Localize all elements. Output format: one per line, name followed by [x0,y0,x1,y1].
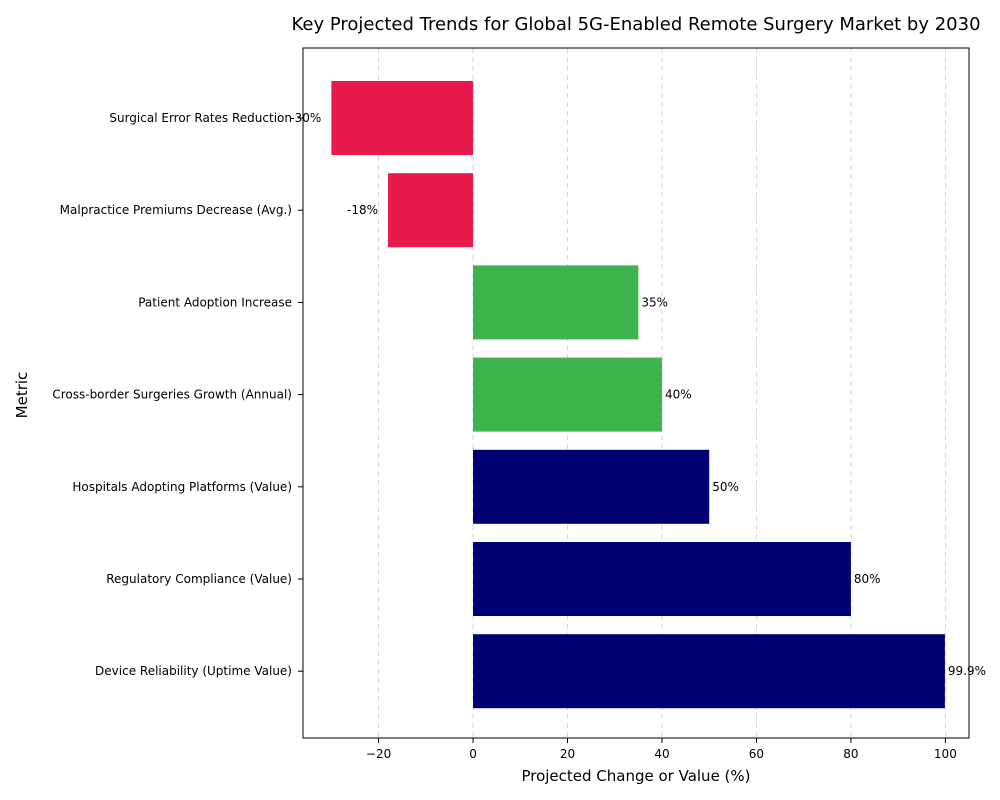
data-label: 99.9% [948,664,986,678]
data-label: -30% [290,111,321,125]
data-label: 50% [712,480,739,494]
bar [473,265,639,340]
bar [473,449,710,524]
y-tick-label: Malpractice Premiums Decrease (Avg.) [60,203,292,217]
y-tick-label: Cross-border Surgeries Growth (Annual) [52,388,292,402]
y-tick-label: Device Reliability (Uptime Value) [95,664,292,678]
y-tick-label: Surgical Error Rates Reduction [109,111,292,125]
data-label: -18% [347,203,378,217]
x-tick-label: −20 [366,747,391,761]
x-axis-ticks: −20 0 20 40 60 80 100 [366,738,957,761]
x-tick-label: 100 [934,747,957,761]
y-tick-label: Patient Adoption Increase [138,295,292,309]
bar [388,173,474,248]
bars [331,81,945,709]
bar [473,634,945,709]
bar [473,357,662,432]
x-axis-label: Projected Change or Value (%) [521,767,750,785]
data-label: 40% [665,388,692,402]
data-labels: -30% -18% 35% 40% 50% 80% 99.9% [290,111,986,678]
bar [331,81,474,155]
x-tick-label: 60 [749,747,764,761]
data-label: 80% [854,572,881,586]
data-label: 35% [641,295,668,309]
plot-frame [302,47,970,739]
y-tick-label: Regulatory Compliance (Value) [106,572,292,586]
x-tick-label: 20 [560,747,575,761]
x-tick-label: 0 [469,747,477,761]
bar [473,542,851,616]
y-tick-label: Hospitals Adopting Platforms (Value) [72,480,292,494]
x-tick-label: 40 [654,747,669,761]
chart-title: Key Projected Trends for Global 5G-Enabl… [291,14,980,35]
y-axis-label: Metric [13,372,31,419]
y-axis-ticks: Surgical Error Rates Reduction Malpractic… [52,111,303,678]
x-tick-label: 80 [843,747,858,761]
